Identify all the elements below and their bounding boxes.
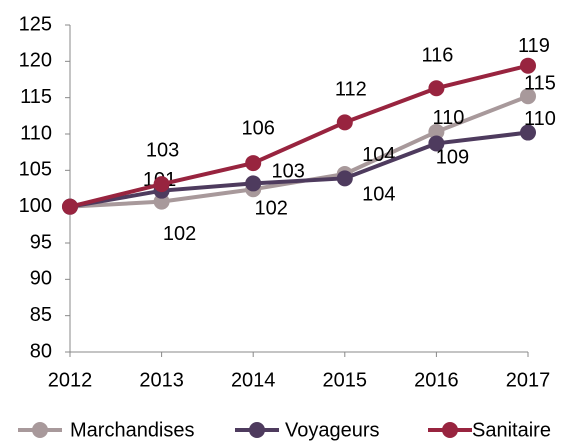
- point: [336, 114, 353, 131]
- x-tick-label: 2012: [48, 369, 93, 391]
- legend-marker: [249, 422, 265, 438]
- data-label: 109: [436, 147, 469, 169]
- x-tick-label: 2016: [414, 369, 459, 391]
- series-line: [69, 130, 529, 209]
- legend-marker: [442, 422, 458, 438]
- y-tick-label: 85: [30, 304, 52, 326]
- data-label: 119: [518, 35, 550, 57]
- data-label: 102: [255, 198, 288, 220]
- x-tick-label: 2015: [323, 369, 368, 391]
- data-label: 110: [432, 107, 464, 129]
- y-tick-label: 80: [30, 340, 52, 362]
- point: [428, 123, 445, 140]
- point: [520, 124, 536, 141]
- data-label: 103: [146, 139, 179, 161]
- point: [428, 80, 445, 97]
- data-label: 115: [524, 72, 556, 94]
- y-tick-label: 95: [30, 231, 52, 253]
- point: [428, 135, 445, 152]
- data-label: 110: [524, 108, 556, 130]
- point: [520, 57, 536, 74]
- x-tick-label: 2013: [139, 369, 184, 391]
- legend-label: Voyageurs: [285, 419, 380, 441]
- point: [245, 155, 262, 172]
- y-tick-label: 105: [19, 159, 52, 181]
- data-label: 103: [272, 161, 305, 183]
- y-tick-label: 120: [19, 50, 52, 72]
- y-tick-label: 115: [20, 86, 52, 108]
- data-label: 102: [163, 223, 196, 245]
- point: [62, 198, 78, 215]
- legend-label: Marchandises: [70, 419, 195, 441]
- data-label: 106: [242, 117, 275, 139]
- point: [153, 176, 170, 193]
- data-label: 104: [362, 184, 395, 206]
- legend-label: Sanitaire: [472, 419, 551, 441]
- point: [336, 170, 353, 187]
- series-line: [69, 63, 529, 209]
- x-tick-label: 2017: [506, 369, 551, 391]
- point: [245, 175, 262, 192]
- legend-marker: [32, 422, 48, 438]
- y-tick-label: 110: [20, 122, 52, 144]
- y-tick-label: 100: [19, 195, 52, 217]
- y-tick-label: 125: [19, 13, 52, 35]
- x-tick-label: 2014: [231, 369, 276, 391]
- point: [520, 88, 536, 105]
- y-tick-label: 90: [30, 268, 52, 290]
- data-label: 112: [335, 79, 367, 101]
- data-label: 116: [421, 45, 453, 67]
